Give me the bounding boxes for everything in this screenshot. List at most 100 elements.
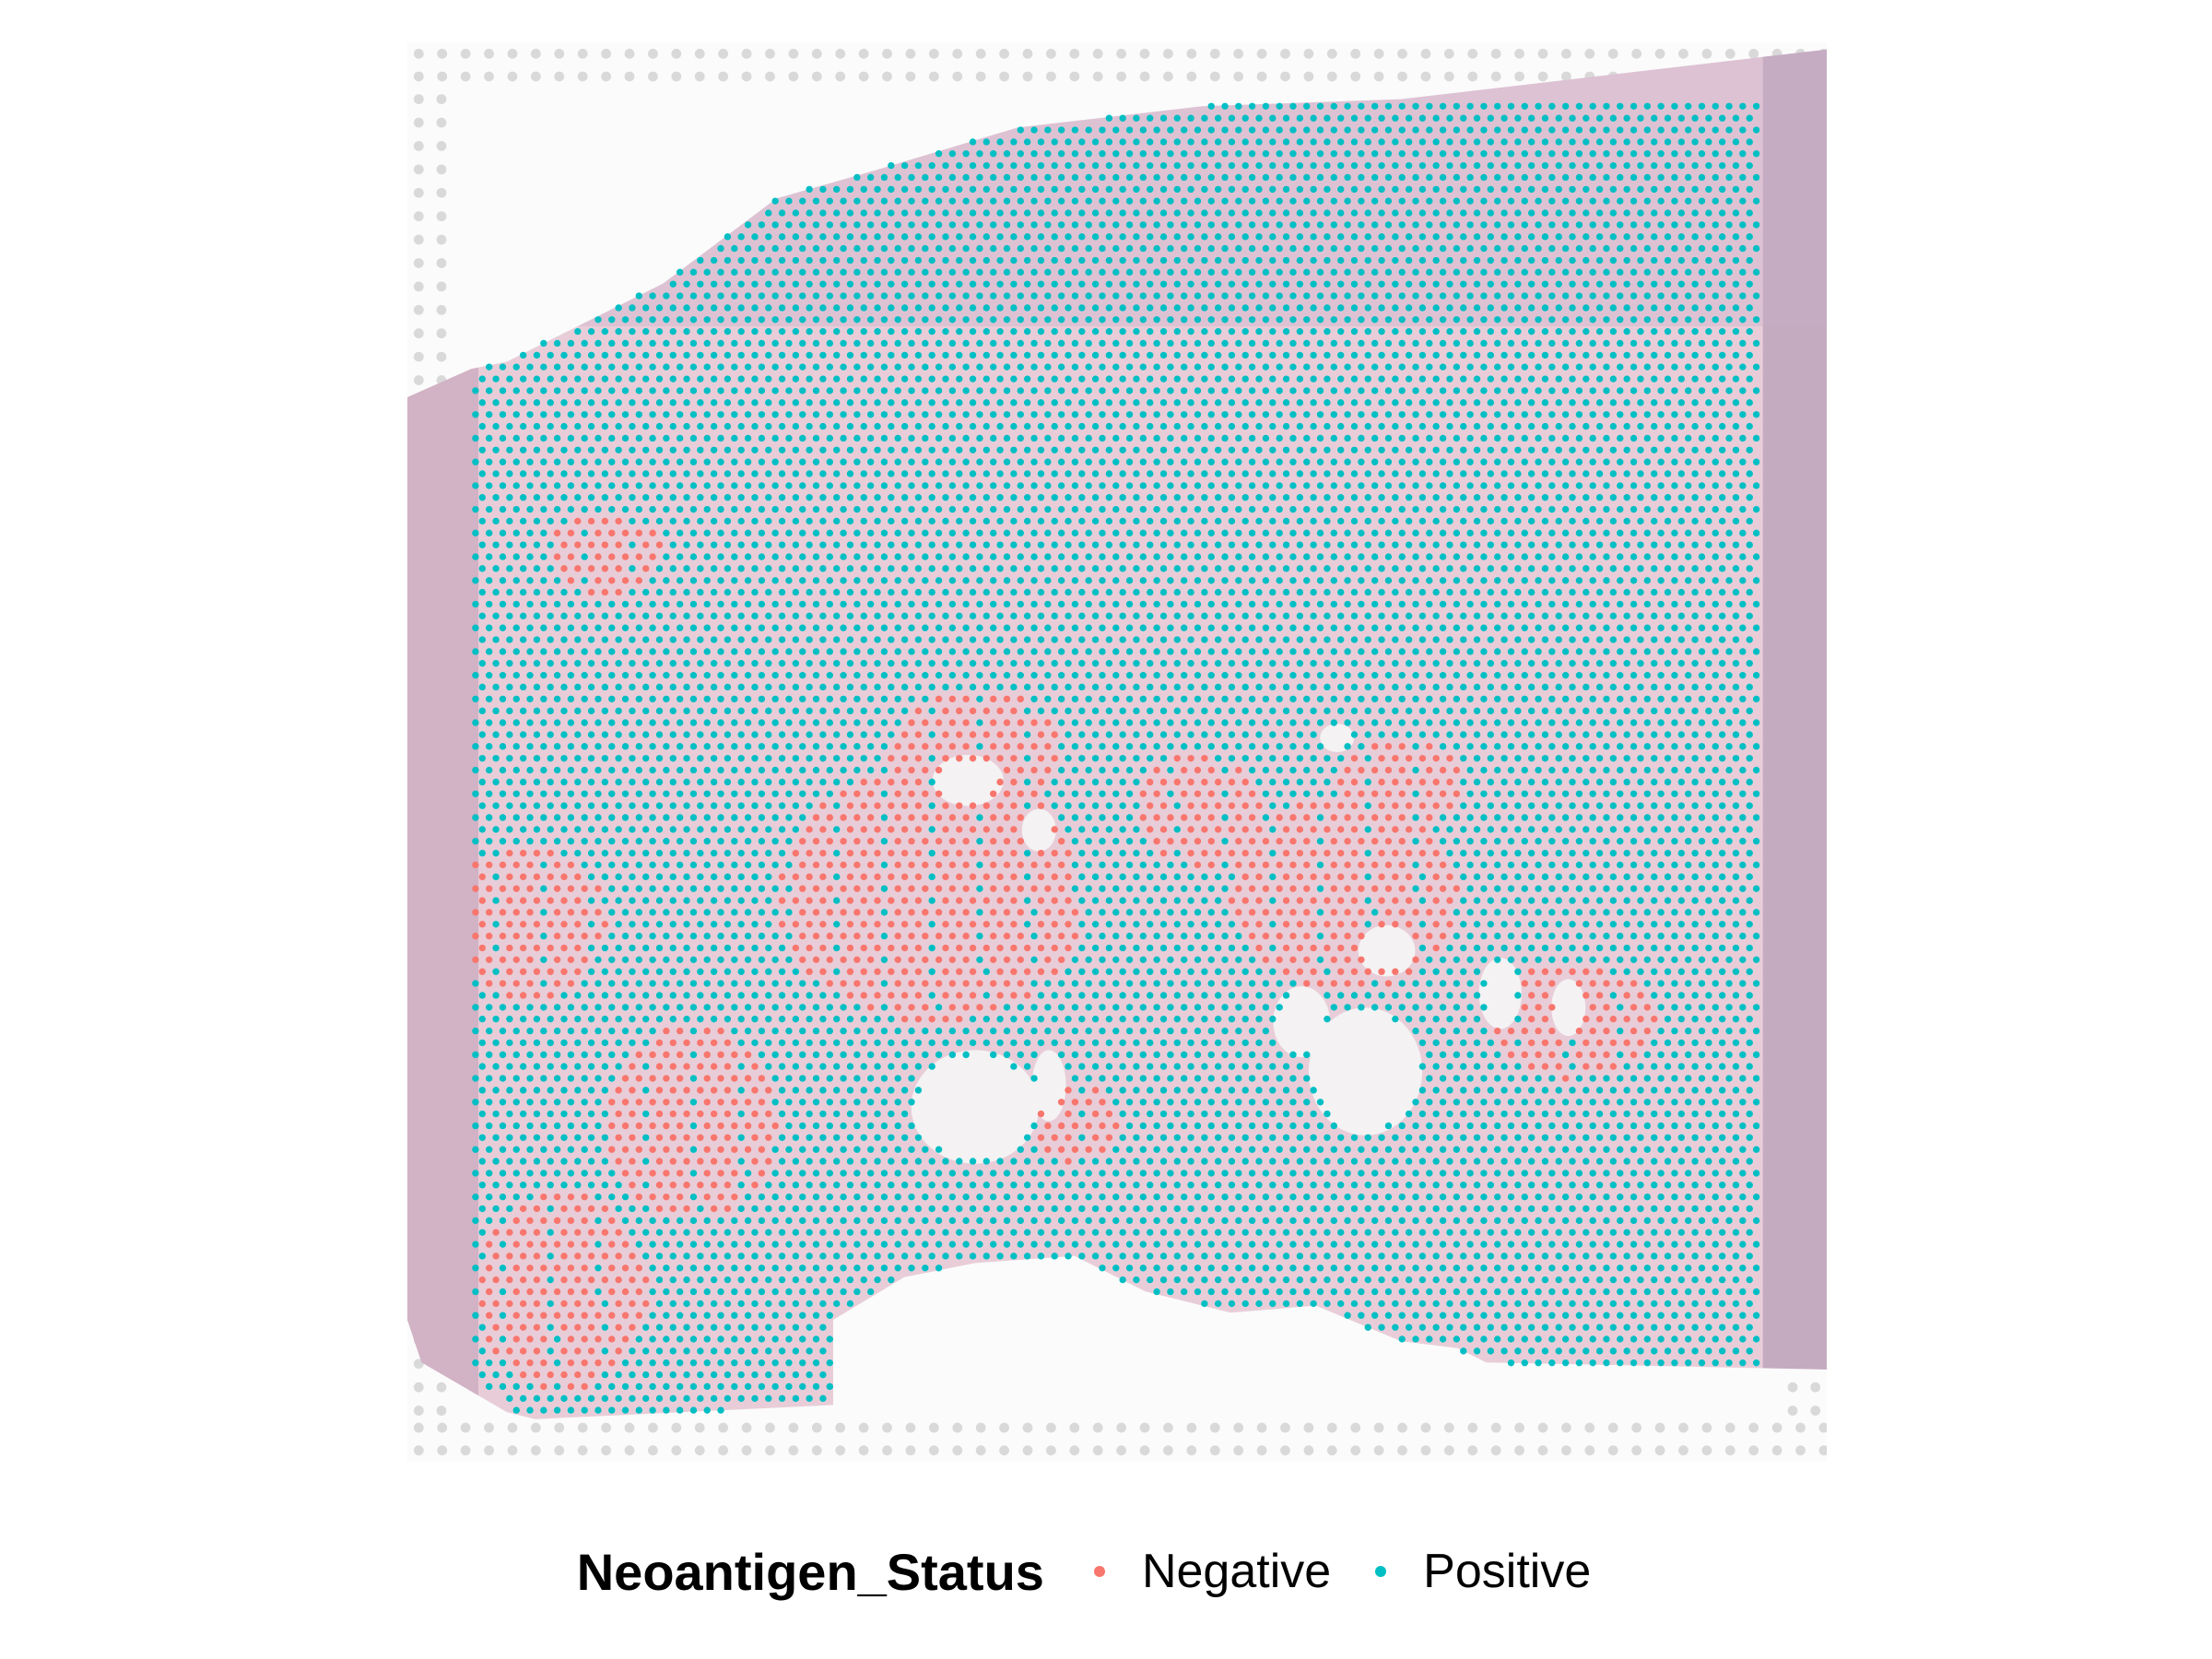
spot-positive [935, 173, 943, 182]
spot-positive [1167, 577, 1174, 584]
spot-positive [1637, 233, 1644, 241]
spot-positive [717, 411, 724, 418]
spot-positive [1194, 150, 1202, 158]
spot-positive [1392, 351, 1399, 359]
spot-positive [1752, 577, 1760, 584]
spot-positive [1595, 612, 1604, 620]
fiducial-spot [1724, 1445, 1735, 1456]
spot-positive [1698, 458, 1706, 465]
spot-positive [1085, 173, 1092, 182]
spot-positive [1010, 470, 1018, 477]
spot-positive [1139, 671, 1147, 679]
spot-positive [1358, 387, 1365, 394]
spot-positive [1609, 328, 1618, 335]
fiducial-spot [484, 48, 494, 59]
spot-positive [1664, 683, 1672, 691]
spot-positive [1221, 339, 1229, 347]
spot-positive [840, 363, 847, 371]
spot-positive [1507, 197, 1515, 205]
spot-positive [567, 411, 575, 418]
spot-positive [642, 470, 650, 477]
fiducial-spot [1420, 71, 1431, 82]
spot-positive [1078, 328, 1086, 335]
spot-positive [840, 648, 847, 655]
spot-positive [1010, 161, 1018, 170]
spot-positive [492, 660, 500, 667]
spot-positive [765, 494, 772, 501]
spot-positive [956, 399, 963, 406]
spot-positive [1282, 541, 1290, 548]
spot-positive [478, 636, 487, 643]
spot-positive [1752, 648, 1760, 655]
spot-positive [1637, 138, 1644, 146]
spot-positive [1473, 399, 1481, 406]
spot-positive [1677, 304, 1685, 312]
spot-positive [1548, 600, 1556, 608]
spot-positive [880, 671, 888, 679]
spot-positive [1133, 707, 1140, 715]
spot-negative [1044, 719, 1052, 726]
spot-positive [1378, 446, 1385, 453]
spot-positive [649, 719, 656, 726]
spot-positive [1207, 458, 1215, 465]
spot-negative [560, 541, 568, 548]
spot-positive [1603, 482, 1610, 489]
spot-positive [1057, 126, 1065, 134]
spot-positive [553, 695, 561, 703]
spot-positive [1044, 150, 1052, 158]
spot-positive [996, 612, 1004, 620]
spot-positive [1207, 482, 1215, 489]
spot-positive [1685, 624, 1692, 631]
spot-positive [1555, 707, 1562, 715]
spot-positive [894, 292, 901, 300]
spot-positive [1460, 399, 1467, 406]
spot-positive [1453, 695, 1461, 703]
spot-positive [853, 719, 861, 726]
spot-positive [785, 553, 793, 560]
fiducial-spot [1326, 1422, 1337, 1433]
spot-positive [1392, 541, 1399, 548]
spot-positive [819, 612, 827, 620]
spot-positive [1555, 233, 1562, 241]
spot-positive [1535, 505, 1542, 513]
spot-positive [1739, 482, 1747, 489]
spot-positive [1017, 316, 1024, 324]
spot-positive [1153, 387, 1160, 394]
spot-positive [1548, 363, 1556, 371]
spot-positive [1153, 292, 1160, 300]
spot-positive [1112, 316, 1120, 324]
spot-positive [846, 233, 854, 241]
fiducial-spot [811, 71, 822, 82]
spot-positive [1241, 683, 1249, 691]
spot-positive [969, 588, 977, 596]
spot-positive [1159, 636, 1168, 643]
spot-positive [594, 719, 602, 726]
spot-positive [806, 683, 813, 691]
spot-positive [922, 600, 929, 608]
spot-positive [812, 434, 820, 442]
spot-positive [1643, 648, 1652, 655]
spot-positive [1017, 126, 1024, 134]
spot-positive [526, 600, 534, 608]
spot-positive [1167, 411, 1174, 418]
spot-positive [1561, 292, 1570, 300]
spot-positive [663, 458, 670, 465]
spot-positive [1595, 114, 1604, 122]
spot-positive [587, 660, 595, 667]
spot-positive [1167, 221, 1174, 229]
spot-positive [1446, 683, 1453, 691]
spot-positive [1187, 588, 1194, 596]
spot-positive [1221, 434, 1229, 442]
spot-positive [1589, 244, 1596, 253]
spot-positive [1473, 588, 1481, 596]
spot-positive [649, 387, 656, 394]
spot-positive [1698, 268, 1706, 276]
spot-positive [888, 612, 895, 620]
spot-positive [1500, 636, 1508, 643]
spot-positive [1637, 185, 1644, 194]
spot-positive [982, 256, 991, 265]
fiducial-spot [1256, 1422, 1267, 1433]
spot-positive [1187, 446, 1194, 453]
spot-positive [860, 375, 867, 382]
spot-positive [1180, 719, 1188, 726]
